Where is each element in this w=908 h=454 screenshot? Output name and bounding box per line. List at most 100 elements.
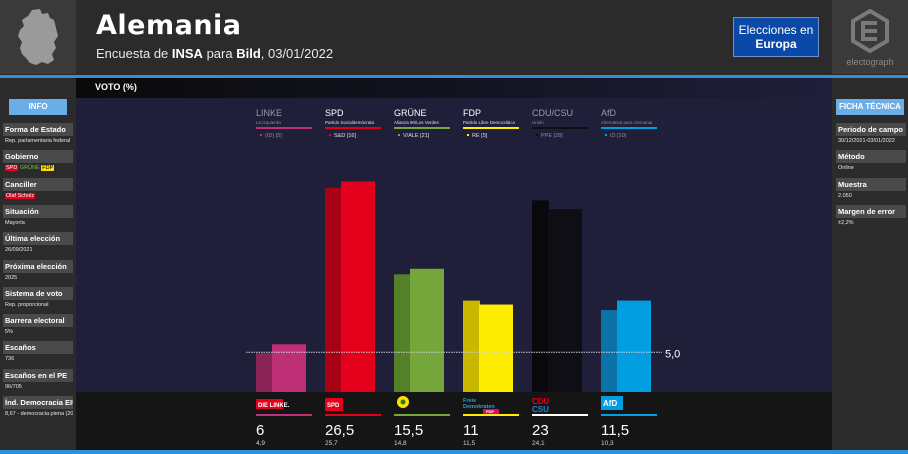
- poll-value-label: 11,5: [601, 422, 629, 439]
- electograph-logo: electograph: [832, 0, 908, 74]
- info-row: Gobierno SPD GRÜNE FDP: [3, 150, 73, 173]
- poll-value-label: 26,5: [325, 422, 354, 439]
- info-value: 2025: [5, 274, 18, 281]
- header: Alemania Encuesta de INSA para Bild, 03/…: [0, 0, 908, 74]
- party-group-label: PPE [28]: [541, 133, 563, 139]
- party-color-underline: [532, 127, 588, 129]
- poll-value-label: 11: [463, 422, 479, 439]
- party-group-label: V/ALE [21]: [403, 133, 430, 139]
- info-label: Canciller: [3, 177, 73, 191]
- info-value: Rep. proporcional: [5, 301, 49, 308]
- party-color-underline-bottom: [394, 414, 450, 416]
- previous-result-label: 4,9: [256, 440, 265, 447]
- bar-poll-value: [272, 344, 306, 392]
- ficha-heading: FICHA TÉCNICA: [836, 99, 904, 115]
- party-name-label: SPD: [325, 108, 344, 118]
- group-dot: [260, 134, 262, 136]
- info-label: Barrera electoral: [3, 314, 73, 328]
- info-label: Última elección: [3, 232, 73, 246]
- party-color-underline: [394, 127, 450, 129]
- previous-result-label: 25,7: [325, 440, 338, 447]
- fdp-logo-text: Freie: [463, 398, 476, 404]
- party-color-underline-bottom: [256, 414, 312, 416]
- info-label: Índ. Democracia EIU: [3, 396, 73, 409]
- party-name-label: CDU/CSU: [532, 108, 573, 118]
- gobierno-party-tag: FDP: [41, 165, 55, 172]
- info-label: Escaños: [3, 341, 73, 355]
- results-strip: [76, 392, 832, 450]
- party-fullname-label: Alternativa para Alemania: [601, 120, 653, 125]
- group-dot: [398, 134, 400, 136]
- info-panel: INFO Forma de Estado Rep. parlamentaria f…: [0, 78, 76, 450]
- ficha-value: 30/12/2021-03/01/2022: [838, 138, 895, 144]
- group-dot: [536, 134, 538, 136]
- csu-logo-text: CSU: [532, 405, 549, 414]
- page-subtitle: Encuesta de INSA para Bild, 03/01/2022: [96, 46, 334, 61]
- info-row: Última elección 26/09/2021: [3, 232, 73, 255]
- spd-logo-text: SPD: [327, 403, 340, 409]
- info-row: Escaños 736: [3, 341, 73, 364]
- spd-logo: [325, 398, 343, 411]
- poll-value-label: 6: [256, 422, 264, 439]
- ficha-row: Muestra 2.050: [836, 177, 906, 201]
- info-heading: INFO: [9, 99, 67, 115]
- bar-previous-election: [463, 300, 480, 392]
- party-group-label: ID [10]: [610, 133, 627, 139]
- info-value: 8,67 - democracia plena (2020): [5, 411, 73, 417]
- previous-result-label: 24,1: [532, 440, 545, 447]
- bar-poll-value: [617, 300, 651, 392]
- party-color-underline: [256, 127, 312, 129]
- fdp-logo-badge: [483, 409, 499, 414]
- info-row: Canciller Olaf Scholz: [3, 177, 73, 201]
- ficha-label: Periodo de campo: [836, 123, 906, 136]
- chart-title-bar: VOTO (%): [76, 78, 832, 98]
- fdp-logo-text: Demokraten: [463, 404, 495, 410]
- badge-line2: Europa: [755, 37, 797, 51]
- ficha-label: Método: [836, 150, 906, 164]
- previous-result-label: 10,3: [601, 440, 614, 447]
- info-value: SPD GRÜNE FDP: [3, 163, 73, 173]
- info-row: Próxima elección 2025: [3, 259, 73, 283]
- ficha-value: 2.050: [838, 192, 852, 199]
- party-group-label: S&D [16]: [334, 133, 356, 139]
- threshold-label: 5,0: [665, 348, 680, 360]
- ficha-label: Margen de error: [836, 204, 906, 218]
- info-value: Olaf Scholz: [5, 192, 36, 199]
- info-value: 736: [5, 356, 15, 363]
- party-fullname-label: Partido Libre Democrático: [463, 120, 516, 125]
- elecciones-europa-badge[interactable]: Elecciones en Europa: [733, 17, 819, 57]
- cdu-logo-text: CDU: [532, 397, 550, 406]
- badge-line1: Elecciones en: [738, 23, 814, 37]
- ficha-row: Método Online: [836, 150, 906, 173]
- info-row: Índ. Democracia EIU 8,67 - democracia ple…: [3, 396, 73, 419]
- ficha-tecnica-panel: FICHA TÉCNICA Periodo de campo 30/12/2021…: [832, 78, 908, 450]
- ficha-row: Periodo de campo 30/12/2021-03/01/2022: [836, 123, 906, 146]
- party-color-underline: [325, 127, 381, 129]
- info-label: Sistema de voto: [3, 286, 73, 300]
- ficha-value: Online: [838, 165, 854, 172]
- info-value: 96/705: [5, 383, 22, 390]
- chart-area: VOTO (%) LINKE La Izquierda (ID) [5] DIE LI…: [76, 78, 832, 450]
- poll-value-label: 23: [532, 422, 549, 439]
- party-group-label: (ID) [5]: [265, 133, 282, 139]
- party-color-underline-bottom: [463, 414, 519, 416]
- party-color-underline-bottom: [601, 414, 657, 416]
- party-color-underline: [463, 127, 519, 129]
- linke-logo-text: DIE LINKE.: [258, 403, 290, 409]
- ficha-row: Margen de error ±2,2%: [836, 204, 906, 228]
- party-color-underline: [601, 127, 657, 129]
- electograph-hexagon-icon: [851, 9, 889, 53]
- bar-poll-value: [548, 209, 582, 392]
- gobierno-party-tag: SPD: [5, 165, 19, 172]
- bar-previous-election: [394, 274, 411, 392]
- info-label: Gobierno: [3, 150, 73, 164]
- group-dot: [329, 134, 331, 136]
- afd-logo-text: AfD: [603, 399, 617, 408]
- header-divider: [0, 75, 908, 78]
- bar-chart: LINKE La Izquierda (ID) [5] DIE LINKE. 64,9 S…: [246, 108, 680, 447]
- party-fullname-label: La Izquierda: [256, 120, 281, 125]
- info-row: Escaños en el PE 96/705: [3, 368, 73, 392]
- party-color-underline-bottom: [325, 414, 381, 416]
- bar-previous-election: [601, 310, 618, 392]
- bar-previous-election: [532, 200, 549, 392]
